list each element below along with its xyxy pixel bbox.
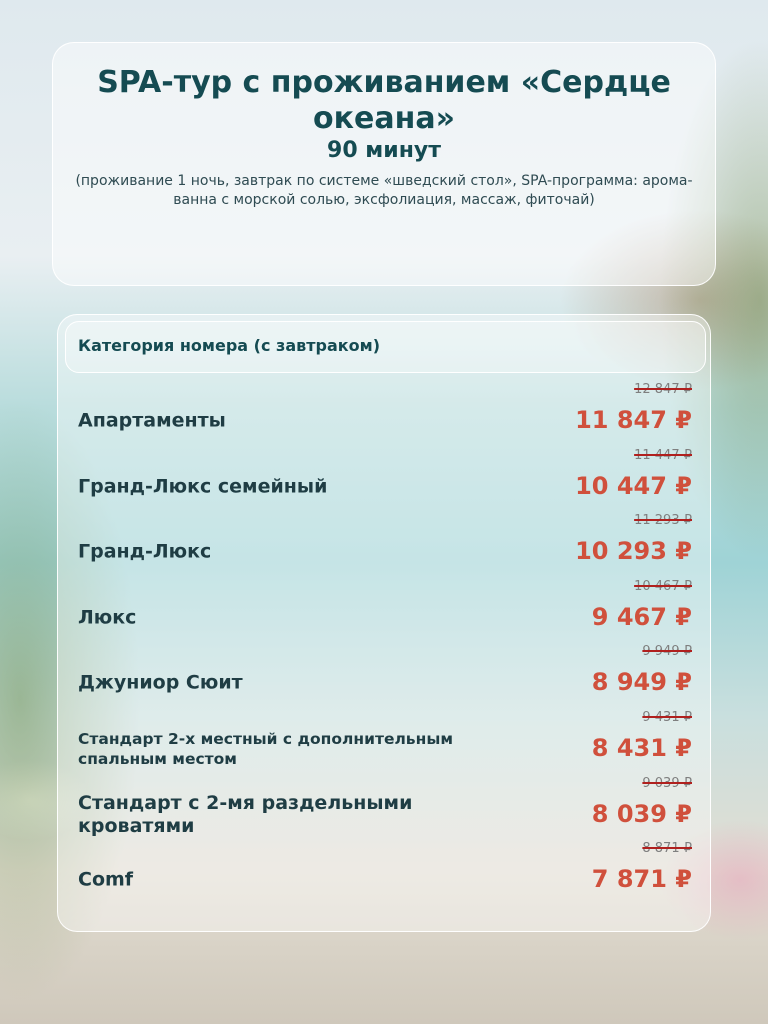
room-name: Стандарт с 2-мя раздельными кроватями (78, 791, 413, 837)
price: 10 447 ₽ (575, 471, 692, 500)
old-price: 9 039 ₽ (642, 775, 692, 791)
old-price: 9 431 ₽ (642, 710, 692, 725)
room-name: Гранд-Люкс семейный (78, 475, 328, 498)
room-name: Апартаменты (78, 409, 226, 432)
old-price: 11 447 ₽ (634, 447, 692, 463)
table-row: Люкс 10 467 ₽ 9 467 ₽ (58, 578, 712, 644)
price: 7 871 ₽ (591, 865, 692, 894)
table-row: Гранд-Люкс 11 293 ₽ 10 293 ₽ (58, 512, 712, 578)
room-name: Гранд-Люкс (78, 540, 212, 563)
old-price: 10 467 ₽ (634, 578, 692, 594)
table-row: Апартаменты 12 847 ₽ 11 847 ₽ (58, 381, 712, 447)
price-list: Категория номера (с завтраком) Апартамен… (57, 314, 711, 932)
room-name: Стандарт 2-х местный с дополнительным сп… (78, 730, 454, 768)
duration: 90 минут (327, 138, 441, 163)
price: 9 467 ₽ (591, 602, 692, 631)
room-name: Comf (78, 868, 134, 891)
price: 8 039 ₽ (591, 799, 692, 828)
description: (проживание 1 ночь, завтрак по системе «… (75, 173, 693, 208)
title-card: SPA-тур с проживанием «Сердце океана» 90… (52, 42, 716, 286)
room-name: Люкс (78, 606, 137, 629)
page-title: SPA-тур с проживанием «Сердце океана» (97, 65, 671, 136)
room-name: Джуниор Сюит (78, 671, 243, 694)
table-row: Стандарт с 2-мя раздельными кроватями 9 … (58, 775, 712, 841)
table-row: Comf 8 871 ₽ 7 871 ₽ (58, 840, 712, 906)
old-price: 12 847 ₽ (634, 382, 692, 397)
old-price: 9 949 ₽ (642, 644, 692, 660)
price: 10 293 ₽ (575, 537, 692, 566)
price: 11 847 ₽ (575, 406, 692, 434)
old-price: 11 293 ₽ (634, 513, 692, 529)
column-header: Категория номера (с завтраком) (65, 321, 706, 373)
price: 8 431 ₽ (591, 734, 692, 762)
price: 8 949 ₽ (591, 668, 692, 697)
table-row: Джуниор Сюит 9 949 ₽ 8 949 ₽ (58, 643, 712, 709)
table-row: Стандарт 2-х местный с дополнительным сп… (58, 709, 712, 775)
old-price: 8 871 ₽ (642, 841, 692, 857)
table-row: Гранд-Люкс семейный 11 447 ₽ 10 447 ₽ (58, 447, 712, 513)
